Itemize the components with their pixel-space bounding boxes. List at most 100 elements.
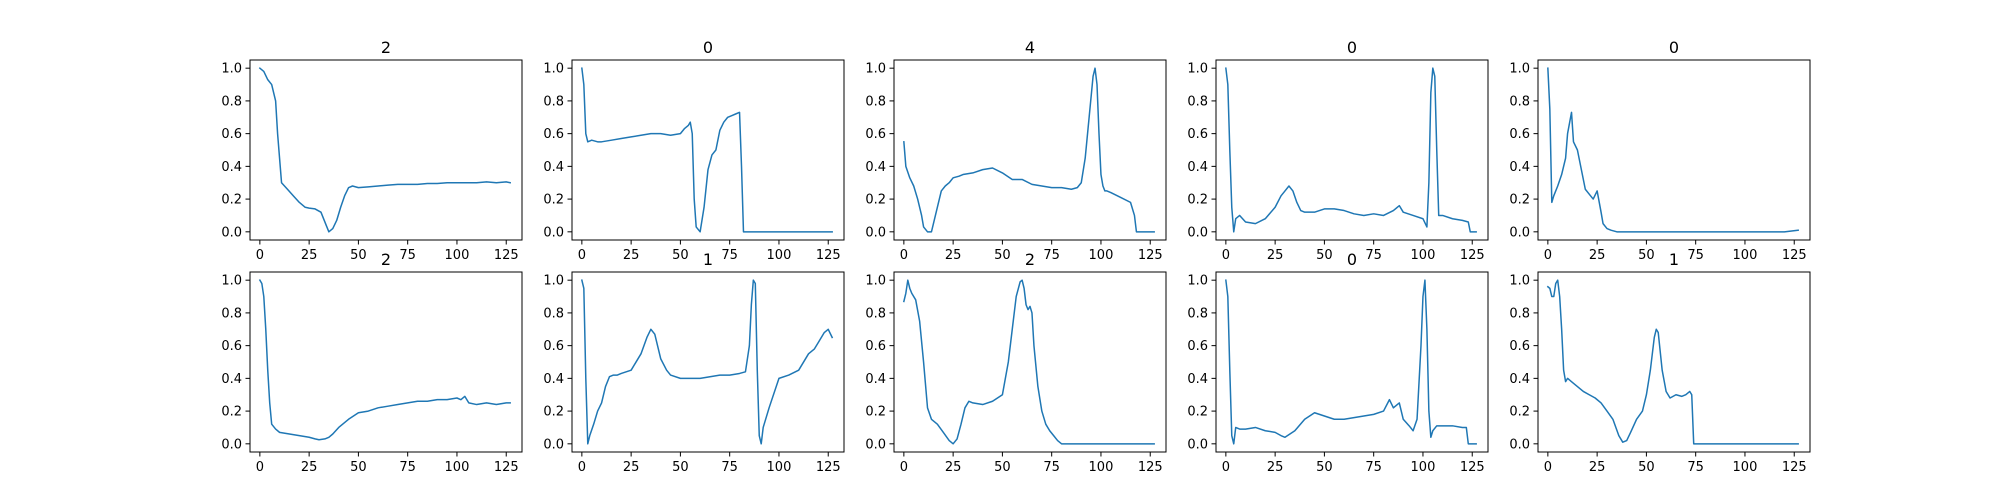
- x-tick-label: 75: [1043, 248, 1060, 263]
- y-tick-label: 0.0: [1509, 225, 1530, 240]
- axes-frame: [249, 271, 523, 453]
- x-tick-label: 100: [1733, 460, 1758, 475]
- y-tick-label: 0.2: [221, 193, 242, 208]
- x-tick-label: 25: [1589, 248, 1606, 263]
- x-tick-label: 100: [1411, 460, 1436, 475]
- y-tick-label: 0.2: [865, 405, 886, 420]
- y-tick-label: 0.8: [1187, 306, 1208, 321]
- x-tick-label: 125: [1460, 248, 1485, 263]
- series-line: [1546, 279, 1799, 445]
- x-tick-label: 100: [445, 248, 470, 263]
- y-tick-label: 1.0: [1187, 274, 1208, 289]
- x-tick-label: 50: [994, 248, 1011, 263]
- x-tick-label: 50: [1316, 248, 1333, 263]
- y-tick-label: 0.8: [543, 94, 564, 109]
- y-tick-label: 1.0: [543, 274, 564, 289]
- subplot-title: 1: [1669, 250, 1679, 269]
- y-tick-label: 0.4: [221, 160, 242, 175]
- subplot-title: 0: [703, 38, 713, 57]
- x-tick-label: 125: [494, 248, 519, 263]
- subplot-9: 0 25 50 75 100 125 0.0 0.2 0.4 0.6 0.8 1.0 0: [1187, 250, 1489, 475]
- x-tick-label: 50: [672, 248, 689, 263]
- x-tick-label: 50: [672, 460, 689, 475]
- y-tick-label: 0.4: [1187, 160, 1208, 175]
- y-tick-label: 0.0: [543, 225, 564, 240]
- x-tick-label: 50: [350, 248, 367, 263]
- y-tick-label: 0.6: [1509, 127, 1530, 142]
- x-tick-label: 100: [1733, 248, 1758, 263]
- subplot-10: 0 25 50 75 100 125 0.0 0.2 0.4 0.6 0.8 1.0 1: [1509, 250, 1811, 475]
- y-tick-label: 0.2: [1509, 405, 1530, 420]
- subplot-title: 0: [1347, 250, 1357, 269]
- x-tick-label: 125: [1460, 460, 1485, 475]
- y-tick-label: 0.2: [221, 405, 242, 420]
- y-tick-label: 0.6: [221, 127, 242, 142]
- x-tick-label: 125: [1782, 248, 1807, 263]
- x-tick-label: 25: [1267, 248, 1284, 263]
- subplot-title: 0: [1669, 38, 1679, 57]
- x-tick-label: 125: [1138, 248, 1163, 263]
- x-tick-label: 0: [900, 460, 908, 475]
- x-tick-label: 0: [1222, 460, 1230, 475]
- subplot-2: 0 25 50 75 100 125 0.0 0.2 0.4 0.6 0.8 1.0 0: [543, 38, 845, 263]
- x-tick-label: 100: [767, 248, 792, 263]
- axes-frame: [571, 59, 845, 241]
- series-line: [580, 279, 834, 445]
- y-tick-label: 0.0: [1509, 437, 1530, 452]
- y-tick-label: 0.8: [221, 94, 242, 109]
- x-tick-label: 75: [721, 248, 738, 263]
- x-tick-label: 25: [1267, 460, 1284, 475]
- x-tick-label: 0: [900, 248, 908, 263]
- y-tick-label: 0.4: [543, 160, 564, 175]
- subplot-3: 0 25 50 75 100 125 0.0 0.2 0.4 0.6 0.8 1.0 4: [865, 38, 1167, 263]
- y-tick-label: 0.8: [865, 94, 886, 109]
- subplot-8: 0 25 50 75 100 125 0.0 0.2 0.4 0.6 0.8 1.0 2: [865, 250, 1167, 475]
- y-tick-label: 0.0: [221, 225, 242, 240]
- series-line: [902, 279, 1155, 445]
- subplot-4: 0 25 50 75 100 125 0.0 0.2 0.4 0.6 0.8 1.0 0: [1187, 38, 1489, 263]
- y-tick-label: 0.6: [543, 339, 564, 354]
- subplot-title: 2: [381, 250, 391, 269]
- axes-frame: [893, 271, 1167, 453]
- subplot-title: 1: [703, 250, 713, 269]
- y-tick-label: 0.0: [1187, 225, 1208, 240]
- y-tick-label: 0.6: [1509, 339, 1530, 354]
- x-tick-label: 75: [399, 460, 416, 475]
- y-tick-label: 0.4: [1187, 372, 1208, 387]
- y-tick-label: 0.6: [543, 127, 564, 142]
- subplot-5: 0 25 50 75 100 125 0.0 0.2 0.4 0.6 0.8 1.0 0: [1509, 38, 1811, 263]
- y-tick-label: 0.0: [221, 437, 242, 452]
- x-tick-label: 25: [301, 460, 318, 475]
- x-tick-label: 100: [445, 460, 470, 475]
- y-tick-label: 1.0: [221, 62, 242, 77]
- x-tick-label: 0: [1544, 248, 1552, 263]
- y-tick-label: 0.4: [865, 160, 886, 175]
- y-tick-label: 1.0: [543, 62, 564, 77]
- x-tick-label: 100: [1089, 248, 1114, 263]
- y-tick-label: 0.6: [221, 339, 242, 354]
- y-tick-label: 1.0: [865, 62, 886, 77]
- series-line: [581, 67, 833, 233]
- axes-frame: [249, 59, 523, 241]
- x-tick-label: 0: [1222, 248, 1230, 263]
- y-tick-label: 0.6: [865, 339, 886, 354]
- x-tick-label: 0: [578, 248, 586, 263]
- x-tick-label: 75: [1043, 460, 1060, 475]
- x-tick-label: 50: [1316, 460, 1333, 475]
- subplot-7: 0 25 50 75 100 125 0.0 0.2 0.4 0.6 0.8 1.0 1: [543, 250, 845, 475]
- y-tick-label: 0.2: [865, 193, 886, 208]
- y-tick-label: 1.0: [1187, 62, 1208, 77]
- y-tick-label: 0.4: [543, 372, 564, 387]
- y-tick-label: 0.0: [865, 437, 886, 452]
- x-tick-label: 50: [994, 460, 1011, 475]
- axes-frame: [1537, 59, 1811, 241]
- x-tick-label: 25: [301, 248, 318, 263]
- x-tick-label: 75: [1365, 460, 1382, 475]
- x-tick-label: 125: [1782, 460, 1807, 475]
- y-tick-label: 1.0: [1509, 62, 1530, 77]
- x-tick-label: 100: [1089, 460, 1114, 475]
- axes-frame: [1215, 59, 1489, 241]
- series-line: [258, 279, 511, 441]
- subplot-title: 4: [1025, 38, 1035, 57]
